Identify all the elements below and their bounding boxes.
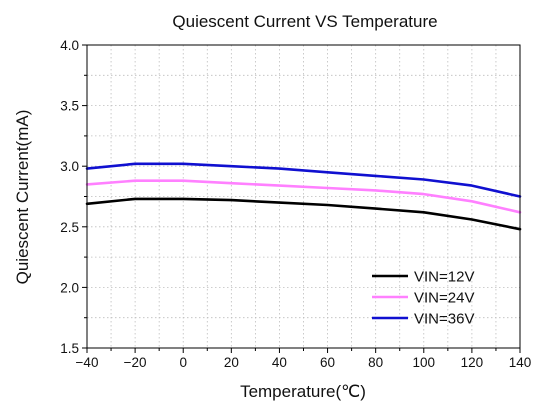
legend: VIN=12V VIN=24V VIN=36V xyxy=(372,269,474,328)
y-tick-label: 1.5 xyxy=(60,341,79,356)
axes: −40 −20 0 20 40 60 80 100 120 140 1.5 2.0 2.5 3.0 3.5 4… xyxy=(60,38,531,370)
series-line xyxy=(85,197,522,231)
legend-label: VIN=12V xyxy=(414,269,474,286)
legend-label: VIN=36V xyxy=(414,311,474,328)
x-tick-label: 80 xyxy=(368,355,383,370)
y-axis-label: Quiescent Current(mA) xyxy=(13,110,32,285)
x-tick-label: 0 xyxy=(179,355,187,370)
y-tick-label: 3.0 xyxy=(60,159,79,174)
x-tick-label: −40 xyxy=(76,355,99,370)
legend-label: VIN=24V xyxy=(414,290,474,307)
series-line xyxy=(85,179,522,214)
series-line xyxy=(85,162,522,198)
x-tick-label: 40 xyxy=(272,355,287,370)
y-tick-label: 4.0 xyxy=(60,38,79,53)
x-tick-label: 120 xyxy=(461,355,484,370)
x-axis-label: Temperature(℃) xyxy=(240,382,366,401)
series-layer xyxy=(85,162,522,231)
x-tick-label: 20 xyxy=(224,355,239,370)
y-tick-label: 2.5 xyxy=(60,220,79,235)
x-tick-label: 140 xyxy=(509,355,532,370)
grid xyxy=(87,45,520,348)
x-tick-label: 60 xyxy=(320,355,335,370)
y-tick-label: 2.0 xyxy=(60,280,79,295)
chart-title: Quiescent Current VS Temperature xyxy=(172,12,437,31)
x-tick-label: −20 xyxy=(124,355,147,370)
x-tick-label: 100 xyxy=(413,355,436,370)
y-tick-label: 3.5 xyxy=(60,99,79,114)
